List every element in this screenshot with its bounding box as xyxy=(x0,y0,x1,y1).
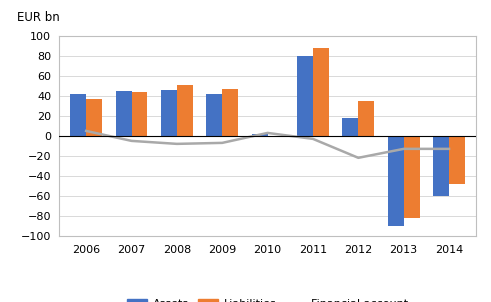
Bar xyxy=(86,99,102,136)
Bar xyxy=(70,94,86,136)
Bar xyxy=(388,136,404,226)
Bar xyxy=(161,90,177,136)
Text: EUR bn: EUR bn xyxy=(17,11,60,24)
Bar xyxy=(342,118,358,136)
Bar xyxy=(449,136,465,184)
Bar xyxy=(115,91,132,136)
Bar xyxy=(404,136,420,218)
Legend: Assets, Liabilities, Financial account: Assets, Liabilities, Financial account xyxy=(123,294,412,302)
Bar xyxy=(252,134,268,136)
Bar xyxy=(313,48,329,136)
Bar xyxy=(206,94,222,136)
Bar xyxy=(132,92,147,136)
Bar xyxy=(433,136,449,196)
Bar xyxy=(222,89,238,136)
Bar xyxy=(177,85,193,136)
Bar xyxy=(297,56,313,136)
Bar xyxy=(358,101,374,136)
